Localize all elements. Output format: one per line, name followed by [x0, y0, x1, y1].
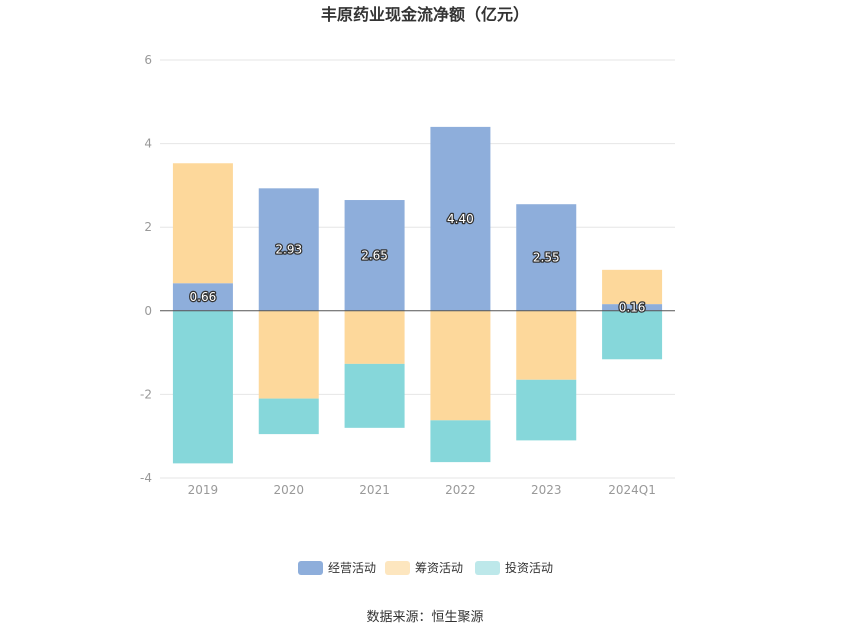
bar-segment[interactable] [258, 188, 319, 311]
bar-segment[interactable] [258, 398, 319, 435]
bar-segment[interactable] [602, 304, 663, 311]
grid-lines [160, 59, 675, 479]
x-tick-label: 2023 [531, 483, 562, 497]
y-axis-ticks: 6 4 2 0 -2 -4 [140, 53, 152, 485]
data-label: 2.55 [533, 251, 560, 265]
y-tick-label: 6 [144, 53, 152, 67]
data-label: 2.93 [275, 243, 302, 257]
x-tick-label: 2022 [445, 483, 476, 497]
x-tick-label: 2024Q1 [608, 483, 656, 497]
bar-segment[interactable] [516, 204, 577, 311]
legend-label[interactable]: 经营活动 [328, 561, 376, 575]
y-tick-label: -4 [140, 471, 152, 485]
y-tick-label: -2 [140, 387, 152, 401]
legend-label[interactable]: 投资活动 [505, 560, 553, 575]
x-tick-label: 2019 [188, 483, 219, 497]
x-axis-ticks: 2019 2020 2021 2022 2023 2024Q1 [188, 483, 656, 497]
bar-segment[interactable] [258, 310, 319, 399]
bar-segment[interactable] [172, 163, 233, 284]
data-label: 2.65 [361, 248, 388, 262]
data-label: 0.16 [619, 300, 646, 314]
data-label: 0.66 [190, 290, 217, 304]
legend-swatch[interactable] [385, 561, 410, 575]
legend[interactable]: 经营活动 筹资活动 投资活动 [298, 560, 553, 575]
bar-segment[interactable] [516, 310, 577, 380]
legend-swatch[interactable] [298, 561, 323, 575]
bar-segment[interactable] [430, 126, 491, 311]
x-tick-label: 2021 [359, 483, 390, 497]
bar-segment[interactable] [430, 310, 491, 421]
bar-segment[interactable] [344, 310, 405, 364]
bar-segment[interactable] [344, 200, 405, 311]
bars [172, 126, 663, 464]
data-label: 4.40 [447, 212, 474, 226]
y-tick-label: 4 [144, 137, 152, 151]
bar-segment[interactable] [430, 420, 491, 463]
source-note: 数据来源：恒生聚源 [366, 610, 483, 625]
x-tick-label: 2020 [273, 483, 304, 497]
bar-segment[interactable] [516, 379, 577, 441]
y-tick-label: 0 [144, 304, 152, 318]
bar-segment[interactable] [602, 310, 663, 360]
bar-segment[interactable] [172, 310, 233, 464]
bar-segment[interactable] [172, 283, 233, 311]
chart-title: 丰原药业现金流净额（亿元） [321, 5, 529, 24]
bar-segment[interactable] [602, 269, 663, 305]
legend-swatch[interactable] [475, 561, 500, 575]
legend-label[interactable]: 筹资活动 [415, 561, 463, 575]
bar-segment[interactable] [344, 363, 405, 428]
data-labels: 0.66 2.93 2.65 4.40 2.55 0.16 [188, 211, 646, 316]
y-tick-label: 2 [144, 220, 152, 234]
